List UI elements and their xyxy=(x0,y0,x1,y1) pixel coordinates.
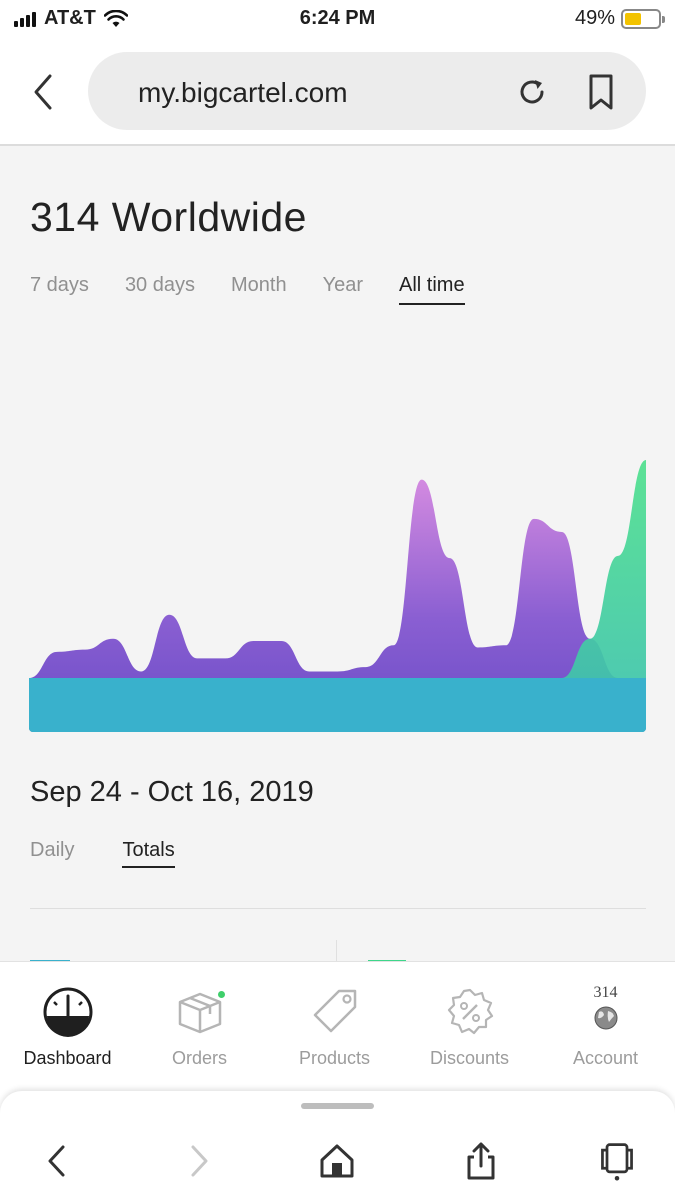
tab-30-days[interactable]: 30 days xyxy=(124,274,195,296)
tab-account[interactable]: 314 Account xyxy=(538,984,673,1069)
app-tab-bar: Dashboard Orders Products Discounts xyxy=(0,961,675,1091)
browser-back-icon[interactable] xyxy=(38,1141,78,1181)
tab-month[interactable]: Month xyxy=(231,274,287,296)
series-area-primary xyxy=(29,479,646,732)
dashboard-content: 314 Worldwide 7 days 30 days Month Year … xyxy=(0,146,675,961)
tab-products[interactable]: Products xyxy=(267,986,402,1069)
sales-area-chart xyxy=(29,460,646,732)
speedometer-icon xyxy=(43,987,92,1037)
battery-group: 49% xyxy=(574,7,665,30)
mode-tabs: Daily Totals xyxy=(30,839,223,868)
tabs-icon[interactable] xyxy=(597,1141,637,1181)
reload-icon[interactable] xyxy=(514,74,550,110)
browser-forward-icon[interactable] xyxy=(178,1141,218,1181)
percent-badge-icon xyxy=(447,988,493,1035)
signal-icon xyxy=(14,11,36,27)
browser-toolbar xyxy=(0,1091,675,1200)
tab-label-orders: Orders xyxy=(171,1048,227,1068)
store-title: 314 Worldwide xyxy=(30,194,307,240)
wifi-icon xyxy=(103,9,128,27)
store-logo-icon: 314 xyxy=(580,984,632,1038)
account-logo-text: 314 xyxy=(593,984,618,1001)
carrier-group: AT&T xyxy=(14,7,128,30)
baseline-band xyxy=(29,678,646,732)
share-icon[interactable] xyxy=(461,1141,501,1181)
battery-level xyxy=(625,12,641,25)
home-icon[interactable] xyxy=(317,1141,357,1181)
stat-card-right-peek xyxy=(368,954,428,961)
tab-year[interactable]: Year xyxy=(322,274,364,296)
notification-dot xyxy=(217,991,225,998)
tab-daily[interactable]: Daily xyxy=(30,839,75,861)
status-bar: AT&T 6:24 PM 49% xyxy=(0,0,675,38)
tab-7-days[interactable]: 7 days xyxy=(30,274,89,296)
battery-icon xyxy=(621,8,665,29)
bookmark-icon[interactable] xyxy=(584,72,618,112)
tab-dashboard[interactable]: Dashboard xyxy=(0,986,135,1069)
carrier-label: AT&T xyxy=(44,7,96,29)
tab-label-dashboard: Dashboard xyxy=(23,1048,112,1068)
url-field[interactable]: my.bigcartel.com xyxy=(88,52,646,130)
tab-discounts[interactable]: Discounts xyxy=(402,986,537,1069)
url-text: my.bigcartel.com xyxy=(138,77,348,108)
tab-label-discounts: Discounts xyxy=(429,1048,510,1068)
tab-label-products: Products xyxy=(298,1048,371,1068)
box-icon xyxy=(174,986,226,1038)
stat-separator xyxy=(336,940,337,961)
back-chevron-icon[interactable] xyxy=(24,70,64,114)
range-tabs: 7 days 30 days Month Year All time xyxy=(30,274,501,305)
tab-orders[interactable]: Orders xyxy=(132,986,267,1069)
stat-card-left-peek xyxy=(30,954,90,961)
date-range-label: Sep 24 - Oct 16, 2019 xyxy=(30,776,314,808)
tab-totals[interactable]: Totals xyxy=(122,839,175,868)
tab-all-time[interactable]: All time xyxy=(399,274,465,305)
clock: 6:24 PM xyxy=(299,7,376,29)
battery-percent: 49% xyxy=(574,7,615,29)
tab-label-account: Account xyxy=(572,1048,639,1068)
browser-address-bar: my.bigcartel.com xyxy=(0,38,675,146)
section-divider xyxy=(30,908,646,909)
tag-icon xyxy=(313,989,356,1033)
sheet-grabber[interactable] xyxy=(301,1103,374,1109)
